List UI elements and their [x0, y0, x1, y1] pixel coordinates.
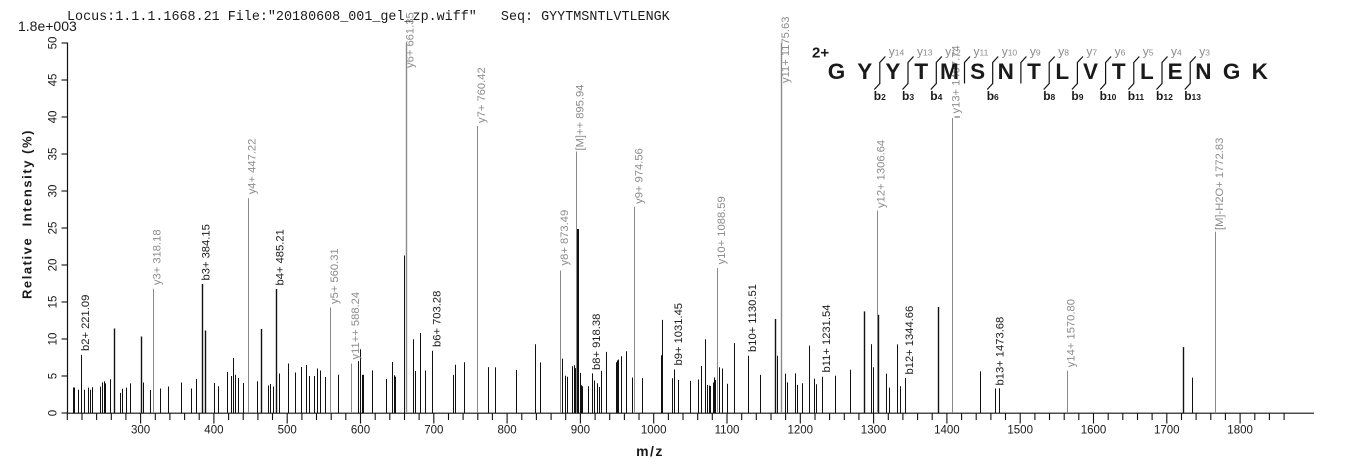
svg-text:b8: b8 [1043, 89, 1055, 103]
svg-text:T: T [914, 59, 928, 84]
svg-text:b3+ 384.15: b3+ 384.15 [201, 224, 213, 280]
svg-text:y13+ 1407.74: y13+ 1407.74 [951, 45, 963, 113]
svg-text:b13+ 1473.68: b13+ 1473.68 [995, 317, 1007, 386]
svg-text:y8: y8 [1058, 45, 1069, 59]
svg-text:b11+ 1231.54: b11+ 1231.54 [821, 305, 833, 373]
svg-text:800: 800 [498, 425, 517, 437]
svg-text:10: 10 [48, 333, 60, 346]
svg-text:Y: Y [857, 59, 872, 84]
svg-text:V: V [1083, 59, 1098, 84]
svg-text:y3+ 318.18: y3+ 318.18 [152, 229, 164, 285]
svg-text:L: L [1140, 59, 1154, 84]
svg-text:600: 600 [351, 425, 370, 437]
svg-text:y6+ 661.35: y6+ 661.35 [405, 12, 417, 68]
svg-text:1400: 1400 [934, 425, 960, 437]
svg-text:45: 45 [48, 74, 60, 87]
svg-text:S: S [970, 59, 985, 84]
svg-text:y7+ 760.42: y7+ 760.42 [476, 67, 488, 123]
svg-text:[M]-H2O+ 1772.83: [M]-H2O+ 1772.83 [1214, 138, 1226, 230]
svg-text:y4: y4 [1171, 45, 1182, 59]
svg-text:400: 400 [204, 425, 223, 437]
svg-text:1300: 1300 [861, 425, 887, 437]
svg-text:20: 20 [48, 259, 60, 272]
svg-text:b10: b10 [1100, 89, 1117, 103]
svg-text:b11: b11 [1128, 89, 1145, 103]
svg-text:y10: y10 [1002, 45, 1018, 59]
svg-text:700: 700 [424, 425, 443, 437]
svg-text:b12+ 1344.66: b12+ 1344.66 [904, 306, 916, 375]
svg-text:b4: b4 [930, 89, 942, 103]
svg-text:M: M [940, 59, 959, 84]
svg-text:900: 900 [571, 425, 590, 437]
svg-text:0: 0 [48, 410, 60, 416]
svg-text:y5+ 560.31: y5+ 560.31 [329, 248, 341, 304]
svg-text:b12: b12 [1156, 89, 1173, 103]
svg-text:G: G [1223, 59, 1241, 84]
svg-text:b9+ 1031.45: b9+ 1031.45 [673, 303, 685, 366]
svg-text:1800: 1800 [1227, 425, 1253, 437]
svg-text:Relative Intensity (%): Relative Intensity (%) [20, 129, 35, 299]
svg-text:1600: 1600 [1081, 425, 1107, 437]
svg-text:5: 5 [48, 373, 60, 379]
svg-text:y3: y3 [1199, 45, 1210, 59]
svg-text:y9: y9 [1030, 45, 1041, 59]
svg-text:30: 30 [48, 185, 60, 198]
svg-text:y13: y13 [917, 45, 933, 59]
svg-text:1000: 1000 [641, 425, 667, 437]
svg-text:b4+ 485.21: b4+ 485.21 [274, 229, 286, 285]
svg-text:1200: 1200 [788, 425, 814, 437]
svg-text:b13: b13 [1184, 89, 1201, 103]
svg-text:50: 50 [48, 37, 60, 50]
svg-text:b2+ 221.09: b2+ 221.09 [80, 295, 92, 351]
svg-text:T: T [1112, 59, 1126, 84]
svg-text:K: K [1252, 59, 1269, 84]
svg-text:y8+ 873.49: y8+ 873.49 [559, 210, 571, 266]
svg-text:2+: 2+ [812, 45, 829, 62]
svg-text:500: 500 [278, 425, 297, 437]
svg-text:y6: y6 [1115, 45, 1126, 59]
svg-text:y5: y5 [1143, 45, 1154, 59]
svg-text:300: 300 [131, 425, 150, 437]
svg-text:40: 40 [48, 111, 60, 124]
svg-text:y10+ 1088.59: y10+ 1088.59 [716, 196, 728, 264]
svg-text:1100: 1100 [715, 425, 740, 437]
svg-text:y14+ 1570.80: y14+ 1570.80 [1066, 299, 1078, 367]
svg-text:25: 25 [48, 222, 60, 235]
svg-text:T: T [1027, 59, 1041, 84]
svg-text:y7: y7 [1086, 45, 1097, 59]
svg-text:G: G [828, 59, 846, 84]
svg-text:1700: 1700 [1154, 425, 1180, 437]
svg-text:m/z: m/z [636, 443, 664, 459]
svg-text:b8+ 918.38: b8+ 918.38 [591, 314, 603, 370]
svg-text:b10+ 1130.51: b10+ 1130.51 [747, 284, 759, 352]
svg-text:b6+ 703.28: b6+ 703.28 [431, 291, 443, 347]
svg-text:b2: b2 [874, 89, 886, 103]
svg-text:Y: Y [885, 59, 900, 84]
svg-text:y11++ 588.24: y11++ 588.24 [350, 292, 362, 360]
svg-text:y11+ 1175.63: y11+ 1175.63 [780, 17, 792, 83]
svg-text:y12: y12 [945, 45, 961, 59]
svg-text:y4+ 447.22: y4+ 447.22 [247, 139, 259, 195]
svg-text:E: E [1168, 59, 1183, 84]
svg-text:b3: b3 [902, 89, 914, 103]
svg-text:N: N [1195, 59, 1211, 84]
svg-text:y11: y11 [974, 45, 989, 59]
svg-text:Locus:1.1.1.1668.21 File:"2018: Locus:1.1.1.1668.21 File:"20180608_001_g… [67, 10, 671, 25]
svg-text:b6: b6 [987, 89, 999, 103]
svg-text:15: 15 [48, 296, 60, 309]
svg-text:y12+ 1306.64: y12+ 1306.64 [876, 140, 888, 208]
svg-text:[M]++ 895.94: [M]++ 895.94 [575, 85, 587, 151]
svg-text:L: L [1055, 59, 1069, 84]
svg-text:y9+ 974.56: y9+ 974.56 [633, 148, 645, 204]
svg-text:b9: b9 [1071, 89, 1083, 103]
svg-text:1500: 1500 [1007, 425, 1033, 437]
svg-text:y14: y14 [889, 45, 905, 59]
svg-text:N: N [998, 59, 1014, 84]
svg-text:1.8e+003: 1.8e+003 [18, 18, 77, 34]
svg-text:35: 35 [48, 148, 60, 161]
